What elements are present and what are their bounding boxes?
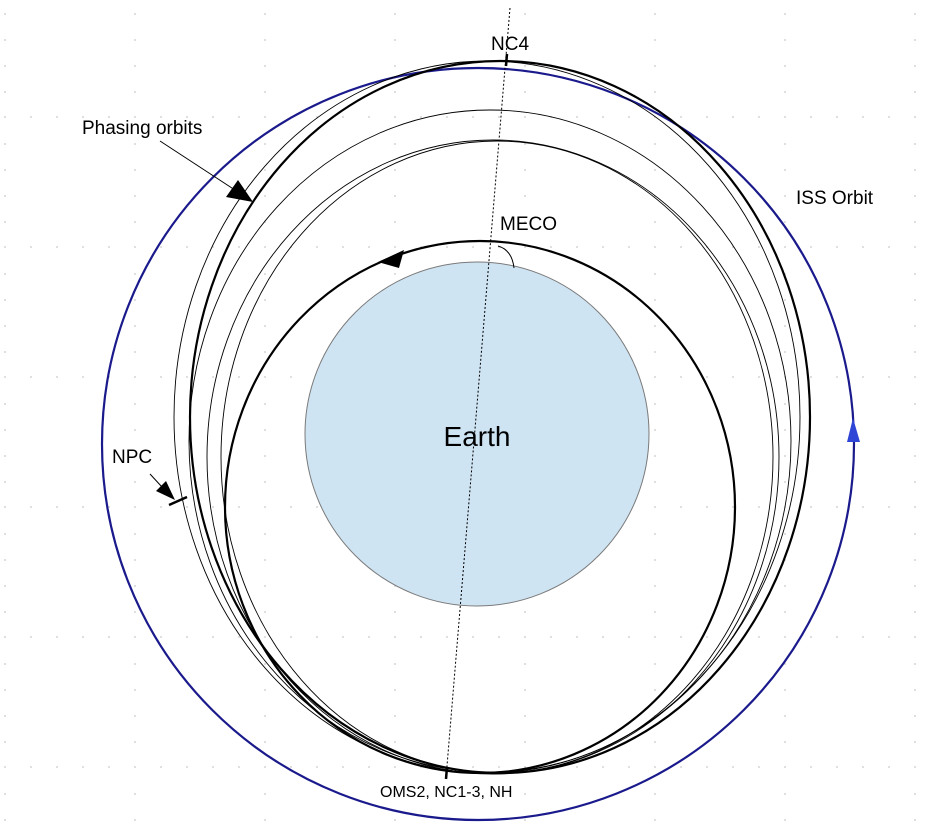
npc-label: NPC [112, 447, 152, 468]
npc-pointer-arrowhead [156, 481, 175, 500]
nc4-label: NC4 [491, 34, 529, 55]
nc4-marker [504, 53, 509, 67]
iss-orbit [100, 66, 856, 822]
oms2-label: OMS2, NC1-3, NH [380, 784, 512, 801]
iss-orbit-label: ISS Orbit [796, 188, 874, 209]
phasing-orbits-pointer-line [159, 140, 239, 193]
meco-label: MECO [500, 214, 557, 235]
meco-angle-arc [497, 245, 515, 269]
earth-label: Earth [444, 421, 511, 452]
insertion-orbit-direction-arrow [378, 250, 404, 268]
phasing-orbits-pointer-arrowhead [226, 180, 253, 202]
insertion-orbit [223, 239, 737, 775]
npc-pointer-line [149, 473, 163, 488]
iss-orbit-direction-arrow [847, 418, 860, 442]
phasing-orbits-label: Phasing orbits [82, 118, 202, 139]
reference-line [445, 7, 511, 779]
earth [304, 261, 650, 607]
npc-marker [168, 495, 188, 507]
oms2-marker [444, 766, 449, 780]
